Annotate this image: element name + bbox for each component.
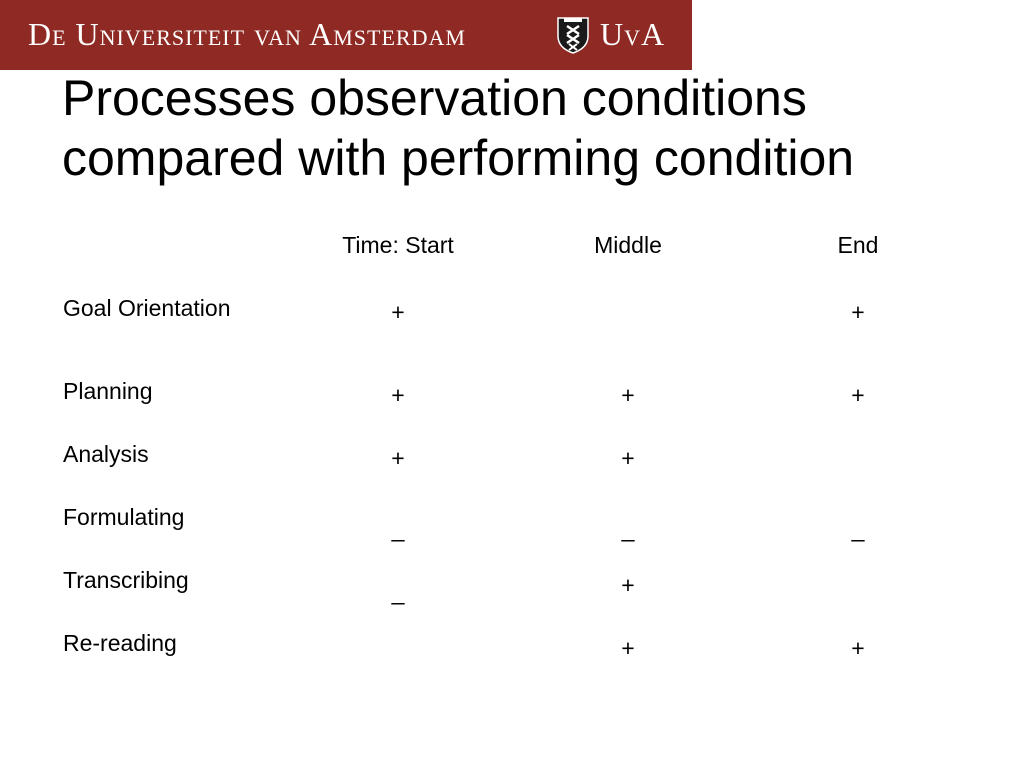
cell-formulating-end: _ <box>851 516 865 542</box>
uva-abbreviation: UvA <box>600 16 666 52</box>
title-line-1: Processes observation conditions <box>62 70 807 126</box>
cell-planning-start: + <box>391 382 405 408</box>
cell-analysis-middle: + <box>621 445 635 471</box>
title-line-2: compared with performing condition <box>62 130 855 186</box>
cell-planning-middle: + <box>621 382 635 408</box>
cell-goal-orientation-start: + <box>391 299 405 325</box>
row-label-transcribing: Transcribing <box>63 567 189 593</box>
cell-re-reading-end: + <box>851 635 865 661</box>
cell-transcribing-start: _ <box>391 579 405 605</box>
row-label-planning: Planning <box>63 378 153 404</box>
cell-formulating-start: _ <box>391 516 405 542</box>
column-header-start: Time: Start <box>342 232 454 258</box>
row-label-analysis: Analysis <box>63 441 149 467</box>
column-header-middle: Middle <box>594 232 662 258</box>
row-label-re-reading: Re-reading <box>63 630 177 656</box>
cell-goal-orientation-end: + <box>851 299 865 325</box>
uva-crest-icon <box>557 17 589 54</box>
cell-planning-end: + <box>851 382 865 408</box>
university-banner: De Universiteit van Amsterdam UvA <box>0 0 692 70</box>
cell-analysis-start: + <box>391 445 405 471</box>
column-header-end: End <box>837 232 879 258</box>
cell-formulating-middle: _ <box>621 516 635 542</box>
cell-re-reading-middle: + <box>621 635 635 661</box>
slide-title: Processes observation conditions compare… <box>62 68 1002 188</box>
cell-transcribing-middle: + <box>621 572 635 598</box>
row-label-formulating: Formulating <box>63 504 185 530</box>
row-label-goal-orientation: Goal Orientation <box>63 295 231 321</box>
university-name: De Universiteit van Amsterdam <box>28 16 466 52</box>
